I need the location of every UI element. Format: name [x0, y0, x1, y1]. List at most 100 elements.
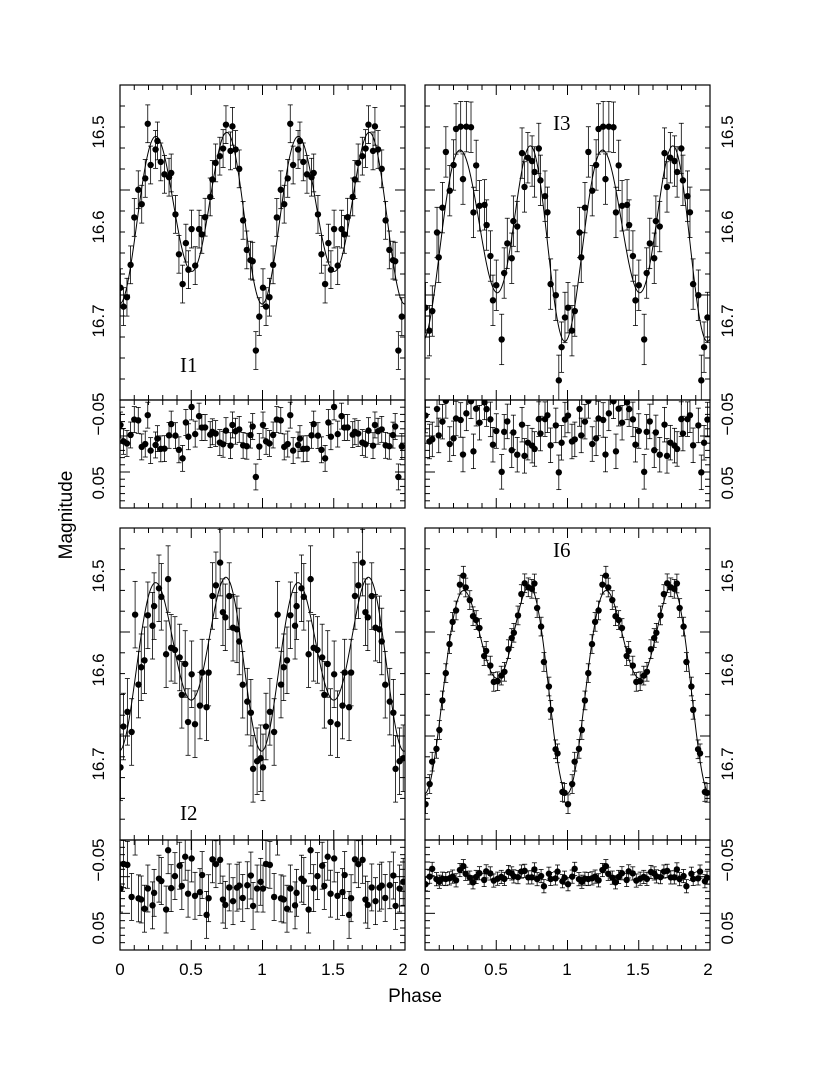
- data-point: [547, 280, 554, 288]
- residual-point: [592, 435, 600, 442]
- data-point: [120, 723, 127, 730]
- data-point: [274, 611, 281, 618]
- data-point: [359, 152, 366, 160]
- data-point: [528, 585, 535, 593]
- data-point: [673, 168, 681, 176]
- data-point: [514, 223, 521, 230]
- data-point: [595, 607, 602, 614]
- residual-point: [521, 452, 528, 460]
- data-point: [226, 592, 233, 600]
- residual-point: [310, 420, 317, 428]
- data-point: [494, 678, 501, 685]
- residual-point: [498, 468, 505, 476]
- y-tick-label: −0.05: [89, 392, 108, 435]
- residual-point: [467, 400, 475, 405]
- data-point: [324, 660, 331, 668]
- data-point: [325, 239, 332, 247]
- residual-point: [686, 412, 694, 419]
- residual-point: [581, 418, 589, 425]
- data-point: [334, 720, 341, 728]
- data-point: [698, 377, 705, 384]
- residual-point: [369, 442, 377, 449]
- residual-point: [266, 440, 273, 447]
- data-point: [307, 575, 314, 583]
- data-point: [270, 728, 278, 736]
- panel-I2: [119, 527, 406, 951]
- data-point: [599, 123, 607, 130]
- residual-point: [646, 418, 653, 425]
- residual-point: [362, 896, 369, 903]
- data-point: [123, 293, 131, 301]
- residual-point: [632, 441, 639, 448]
- data-point: [651, 634, 658, 642]
- residual-point: [162, 906, 170, 913]
- data-point: [395, 347, 402, 354]
- residual-point: [564, 412, 572, 419]
- data-point: [585, 669, 592, 677]
- y-tick-label: 16.5: [89, 559, 108, 592]
- residual-point: [625, 405, 633, 413]
- residual-point: [426, 873, 433, 880]
- residual-point: [510, 429, 517, 436]
- data-point: [281, 200, 288, 208]
- data-point: [141, 657, 148, 664]
- data-point: [541, 192, 549, 200]
- residual-point: [555, 469, 563, 476]
- data-point: [625, 647, 632, 655]
- data-point: [482, 647, 490, 655]
- residual-point: [287, 885, 294, 892]
- residual-point: [696, 868, 704, 875]
- residual-point: [334, 430, 341, 438]
- data-point: [518, 590, 525, 598]
- residual-point: [324, 853, 331, 860]
- residual-point: [195, 412, 203, 420]
- data-point: [300, 593, 308, 601]
- residual-point: [222, 427, 230, 434]
- residual-point: [395, 473, 402, 481]
- residual-point: [128, 893, 135, 901]
- data-point: [296, 137, 304, 145]
- y-tick-label: 16.7: [89, 304, 108, 337]
- data-point: [378, 165, 385, 173]
- residual-point: [339, 888, 346, 896]
- residual-point: [678, 415, 685, 423]
- data-point: [618, 202, 626, 209]
- data-point: [528, 157, 536, 165]
- data-point: [657, 612, 664, 619]
- data-point: [689, 706, 697, 714]
- data-point: [487, 662, 494, 669]
- residual-point: [500, 428, 508, 436]
- residual-point: [124, 861, 131, 869]
- residual-point: [629, 416, 637, 423]
- residual-point: [144, 411, 151, 419]
- data-point: [450, 161, 457, 169]
- model-curve: [425, 585, 710, 795]
- residual-point: [327, 890, 334, 897]
- residual-point: [161, 445, 168, 452]
- model-curve: [120, 576, 405, 752]
- data-point: [168, 169, 175, 177]
- residual-point: [576, 405, 583, 413]
- residual-point: [618, 870, 626, 877]
- data-point: [508, 255, 515, 262]
- y-tick-label: 16.5: [718, 559, 737, 592]
- data-point: [378, 638, 385, 645]
- residual-point: [657, 873, 664, 881]
- x-axis-label: Phase: [388, 986, 442, 1007]
- data-point: [467, 124, 475, 131]
- data-point: [341, 231, 348, 238]
- data-point: [303, 171, 311, 178]
- data-point: [449, 618, 456, 626]
- residual-point: [179, 455, 186, 462]
- residual-point: [362, 441, 369, 448]
- residual-point: [182, 853, 189, 860]
- residual-point: [425, 881, 429, 888]
- data-point: [605, 123, 613, 130]
- data-point: [314, 211, 322, 218]
- data-point: [433, 745, 440, 753]
- data-point: [663, 183, 671, 191]
- residual-point: [192, 430, 199, 438]
- residual-point: [537, 872, 545, 880]
- residual-point: [216, 856, 224, 864]
- residual-point: [149, 902, 156, 909]
